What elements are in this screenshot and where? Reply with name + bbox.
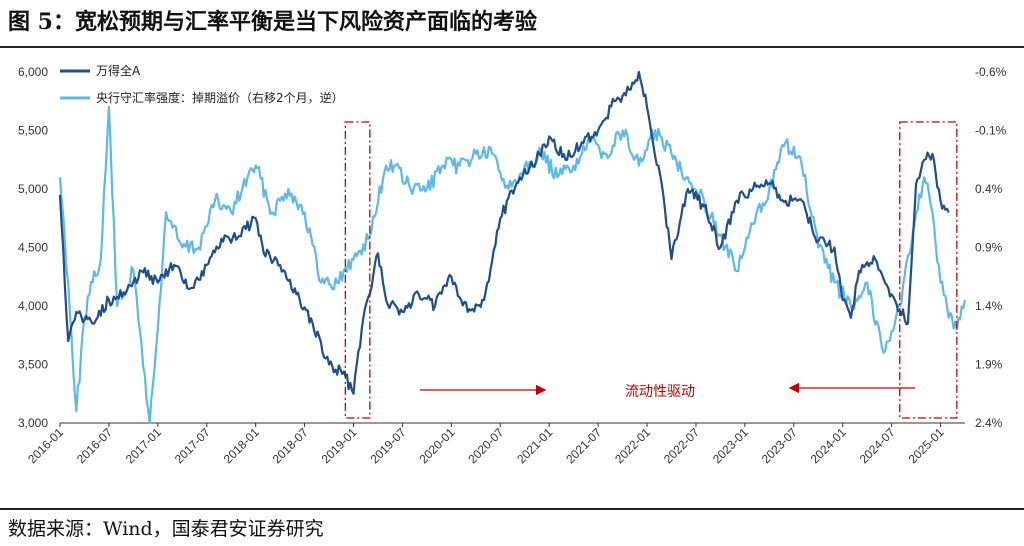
series-fx-strength (58, 106, 967, 425)
x-tick-label: 2022-07 (661, 425, 702, 466)
y-right-tick-label: 2.4% (975, 416, 1003, 430)
y-left-tick-label: 4,500 (18, 241, 48, 255)
y-right-tick-label: -0.6% (975, 65, 1007, 79)
x-tick-label: 2018-01 (221, 425, 262, 466)
x-tick-label: 2025-01 (906, 425, 947, 466)
x-tick-label: 2024-01 (808, 425, 849, 466)
chart-legend: 万得全A 央行守汇率强度：掉期溢价（右移2个月，逆） (60, 63, 344, 105)
y-right-tick-label: 0.4% (975, 182, 1003, 196)
x-tick-label: 2023-01 (710, 425, 751, 466)
series-line-wind-a (58, 70, 950, 395)
x-tick-label: 2020-07 (465, 425, 506, 466)
x-tick-label: 2023-07 (759, 425, 800, 466)
chart-axes: 6,000 5,500 5,000 4,500 4,000 3,500 3,000 -0.6%… (18, 65, 1007, 466)
y-left-tick-label: 4,000 (18, 299, 48, 313)
y-left-tick-label: 6,000 (18, 65, 48, 79)
data-source-note: 数据来源：Wind，国泰君安证券研究 (8, 518, 324, 540)
x-tick-label: 2021-07 (563, 425, 604, 466)
chart-title: 图 5：宽松预期与汇率平衡是当下风险资产面临的考验 (8, 9, 537, 35)
y-right-tick-label: 1.9% (975, 358, 1003, 372)
x-tick-label: 2024-07 (857, 425, 898, 466)
legend-label-wind-a: 万得全A (96, 63, 141, 78)
annotation-box (344, 121, 371, 419)
y-right-tick-label: 0.9% (975, 241, 1003, 255)
x-tick-label: 2019-07 (368, 425, 409, 466)
series-wind-a (58, 70, 950, 395)
y-left-tick-label: 5,000 (18, 182, 48, 196)
x-tick-label: 2017-01 (123, 425, 164, 466)
legend-label-fx-strength: 央行守汇率强度：掉期溢价（右移2个月，逆） (96, 90, 344, 105)
x-tick-label: 2016-07 (74, 425, 115, 466)
x-tick-label: 2017-07 (172, 425, 213, 466)
x-tick-label: 2016-01 (25, 425, 66, 466)
y-left-tick-label: 3,000 (18, 416, 48, 430)
x-tick-label: 2018-07 (270, 425, 311, 466)
chart-annotations (344, 121, 958, 419)
series-line-fx-strength (58, 106, 967, 425)
annotation-box (899, 121, 958, 419)
top-rule (0, 46, 1024, 48)
x-tick-label: 2019-01 (319, 425, 360, 466)
y-left-tick-label: 5,500 (18, 124, 48, 138)
bottom-rule (0, 508, 1024, 510)
y-right-tick-label: 1.4% (975, 299, 1003, 313)
x-tick-label: 2020-01 (416, 425, 457, 466)
y-left-tick-label: 3,500 (18, 358, 48, 372)
x-tick-label: 2021-01 (514, 425, 555, 466)
annotation-liquidity-driven: 流动性驱动 (625, 384, 695, 400)
x-tick-label: 2022-01 (612, 425, 653, 466)
y-right-tick-label: -0.1% (975, 124, 1007, 138)
